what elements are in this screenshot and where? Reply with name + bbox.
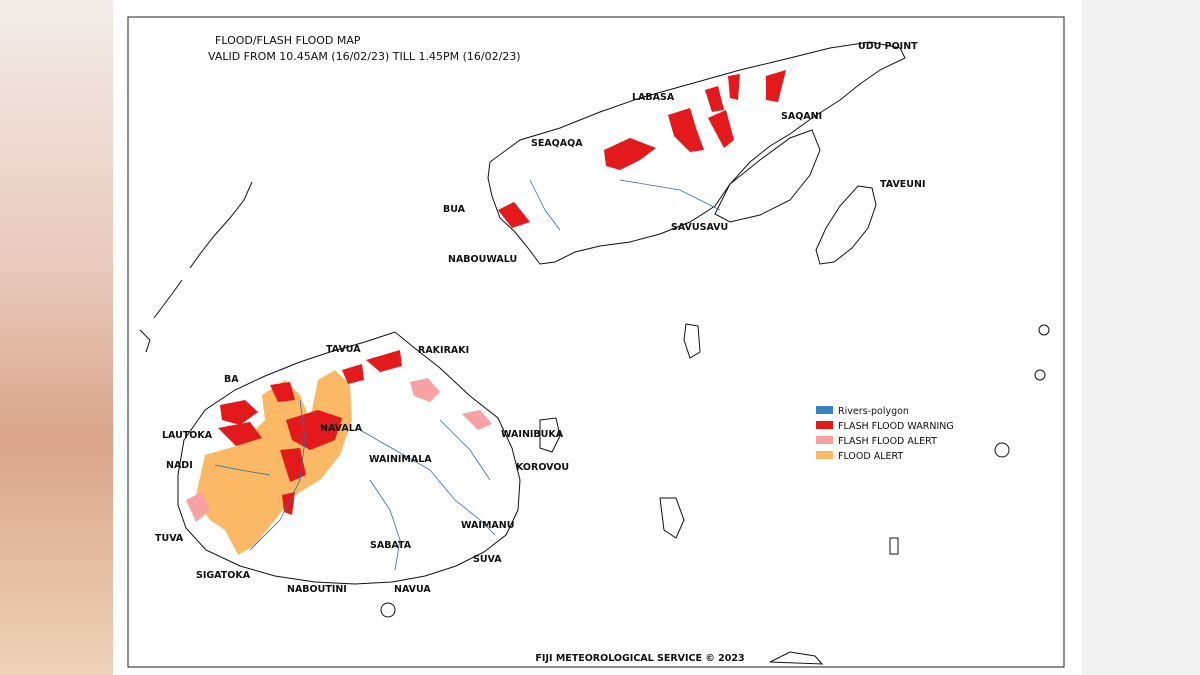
- place-label: SUVA: [473, 554, 502, 565]
- rivers: [214, 179, 721, 571]
- zone-flash-flood-warning: [220, 400, 258, 425]
- place-label: SEAQAQA: [531, 138, 583, 149]
- legend-swatch-flash-flood-alert: [816, 436, 833, 444]
- island-small: [1038, 324, 1050, 336]
- zone-flash-flood-warning: [270, 382, 295, 402]
- island-vanua-levu: [487, 41, 906, 265]
- zone-flash-flood-warning: [280, 448, 306, 482]
- blurred-background-left: [0, 0, 113, 675]
- legend-label: FLOOD ALERT: [838, 451, 903, 462]
- island-kadavu: [769, 651, 824, 665]
- place-label: UDU POINT: [858, 41, 918, 52]
- zone-flash-flood-warning: [668, 108, 704, 152]
- place-label: LABASA: [632, 92, 675, 103]
- place-label: WAINIBUKA: [501, 429, 564, 440]
- zone-flash-flood-warning: [218, 422, 262, 446]
- zone-flash-flood-warning: [498, 202, 530, 228]
- place-label: SABATA: [370, 540, 412, 551]
- zone-flash-flood-warning: [708, 110, 734, 148]
- islands-yasawa: [139, 181, 253, 353]
- zone-flash-flood-warning: [705, 86, 724, 112]
- island-taveuni: [815, 185, 877, 265]
- place-label: RAKIRAKI: [418, 345, 469, 356]
- place-label: WAIMANU: [461, 520, 514, 531]
- island-small: [994, 442, 1010, 458]
- zone-flash-flood-alert: [410, 378, 440, 402]
- place-label: BA: [224, 374, 239, 385]
- place-label: NABOUTINI: [287, 584, 347, 595]
- zone-flash-flood-warning: [366, 350, 402, 372]
- map-title: FLOOD/FLASH FLOOD MAP: [215, 34, 361, 47]
- place-label: TAVEUNI: [880, 179, 926, 190]
- place-label: SAVUSAVU: [671, 222, 728, 233]
- island-ovalau: [539, 417, 561, 453]
- zone-flash-flood-warning: [286, 410, 342, 450]
- place-label: SIGATOKA: [196, 570, 251, 581]
- place-label: NADI: [166, 460, 193, 471]
- place-label: KOROVOU: [516, 462, 569, 473]
- zone-flash-flood-warning: [342, 364, 364, 384]
- island-vanua-levu-south: [714, 129, 821, 223]
- island-small: [380, 602, 396, 618]
- place-label: NAVALA: [320, 423, 363, 434]
- place-label: NABOUWALU: [448, 254, 517, 265]
- zone-flash-flood-warning: [728, 74, 740, 100]
- place-label: TAVUA: [326, 344, 361, 355]
- legend-swatch-flood-alert: [816, 451, 833, 459]
- zone-flash-flood-warning: [766, 70, 786, 102]
- zone-flash-flood-alert: [462, 410, 492, 430]
- place-label: SAQANI: [781, 111, 822, 122]
- island-lakeba: [683, 323, 701, 359]
- blurred-background-right: [1082, 0, 1200, 675]
- place-label: WAINIMALA: [369, 454, 432, 465]
- map-validity: VALID FROM 10.45AM (16/02/23) TILL 1.45P…: [208, 50, 521, 63]
- place-label: TUVA: [155, 533, 184, 544]
- place-label: LAUTOKA: [162, 430, 213, 441]
- island-small: [889, 537, 899, 555]
- island-small: [1034, 369, 1046, 381]
- legend-label: FLASH FLOOD ALERT: [838, 436, 937, 447]
- legend-label: FLASH FLOOD WARNING: [838, 421, 954, 432]
- zone-flash-flood-alert: [186, 492, 210, 522]
- zone-flash-flood-warning: [604, 138, 656, 170]
- legend-label: Rivers-polygon: [838, 406, 909, 417]
- map-footer-credit: FIJI METEOROLOGICAL SERVICE © 2023: [535, 653, 744, 664]
- legend-swatch-flash-flood-warning: [816, 421, 833, 429]
- zones-flash-flood-warning: [218, 70, 786, 515]
- island-koro: [659, 497, 685, 539]
- place-label: BUA: [443, 204, 466, 215]
- legend: Rivers-polygon FLASH FLOOD WARNING FLASH…: [816, 406, 954, 462]
- legend-swatch-rivers: [816, 406, 833, 414]
- place-label: NAVUA: [394, 584, 431, 595]
